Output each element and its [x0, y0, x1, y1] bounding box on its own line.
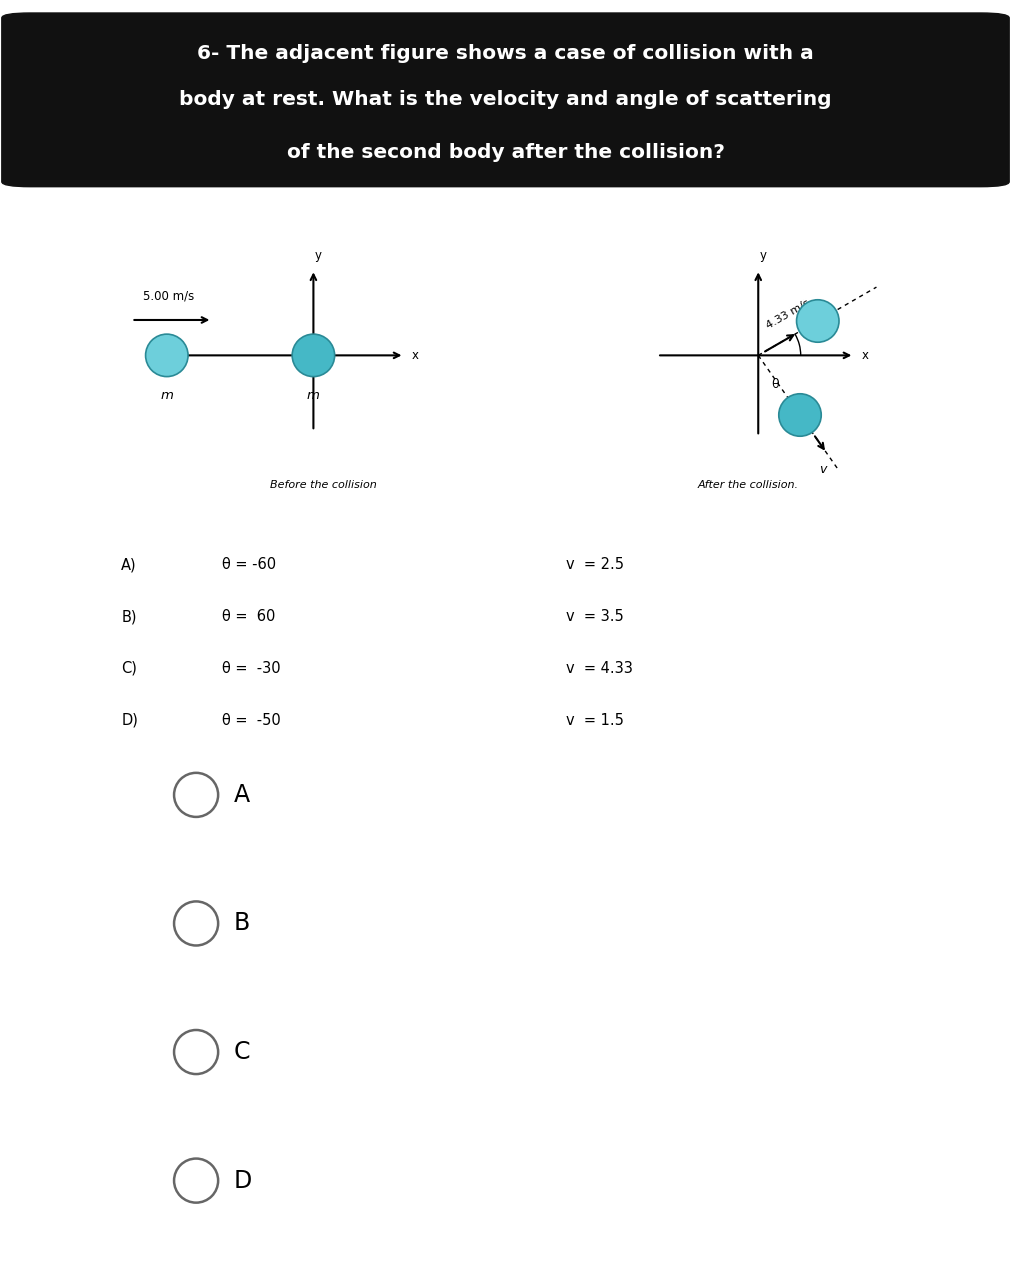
Text: v: v	[819, 463, 826, 476]
Text: y: y	[315, 250, 321, 262]
Text: 6- The adjacent figure shows a case of collision with a: 6- The adjacent figure shows a case of c…	[197, 45, 814, 64]
Text: θ =  -50: θ = -50	[222, 713, 281, 728]
Text: y: y	[760, 250, 766, 262]
Text: 4.33 m/s: 4.33 m/s	[765, 298, 812, 330]
Circle shape	[174, 901, 218, 946]
Text: After the collision.: After the collision.	[698, 480, 799, 490]
Text: θ =  60: θ = 60	[222, 609, 276, 625]
Circle shape	[174, 1030, 218, 1074]
Text: v  = 1.5: v = 1.5	[566, 713, 624, 728]
Text: v  = 4.33: v = 4.33	[566, 660, 633, 676]
Text: B): B)	[121, 609, 136, 625]
Text: θ = -60: θ = -60	[222, 557, 277, 572]
Text: A): A)	[121, 557, 136, 572]
FancyBboxPatch shape	[2, 13, 1009, 187]
Text: x: x	[411, 349, 419, 362]
Circle shape	[174, 1158, 218, 1203]
Circle shape	[146, 334, 188, 376]
Text: D): D)	[121, 713, 139, 728]
Text: m: m	[307, 389, 319, 402]
Text: body at rest. What is the velocity and angle of scattering: body at rest. What is the velocity and a…	[179, 91, 832, 109]
Circle shape	[797, 300, 839, 342]
Text: x: x	[861, 349, 868, 362]
Text: of the second body after the collision?: of the second body after the collision?	[286, 143, 725, 161]
Text: C): C)	[121, 660, 137, 676]
Circle shape	[778, 394, 821, 436]
Text: Before the collision: Before the collision	[270, 480, 377, 490]
Text: 5.00 m/s: 5.00 m/s	[144, 289, 194, 303]
Circle shape	[292, 334, 335, 376]
Text: C: C	[234, 1041, 251, 1064]
Text: θ =  -30: θ = -30	[222, 660, 281, 676]
Text: A: A	[234, 783, 250, 806]
Text: 30°: 30°	[803, 330, 821, 340]
Text: v  = 2.5: v = 2.5	[566, 557, 624, 572]
Text: m: m	[161, 389, 173, 402]
Text: B: B	[234, 911, 250, 936]
Text: D: D	[234, 1169, 252, 1193]
Text: θ: θ	[771, 378, 779, 390]
Circle shape	[174, 773, 218, 817]
Text: v  = 3.5: v = 3.5	[566, 609, 624, 625]
